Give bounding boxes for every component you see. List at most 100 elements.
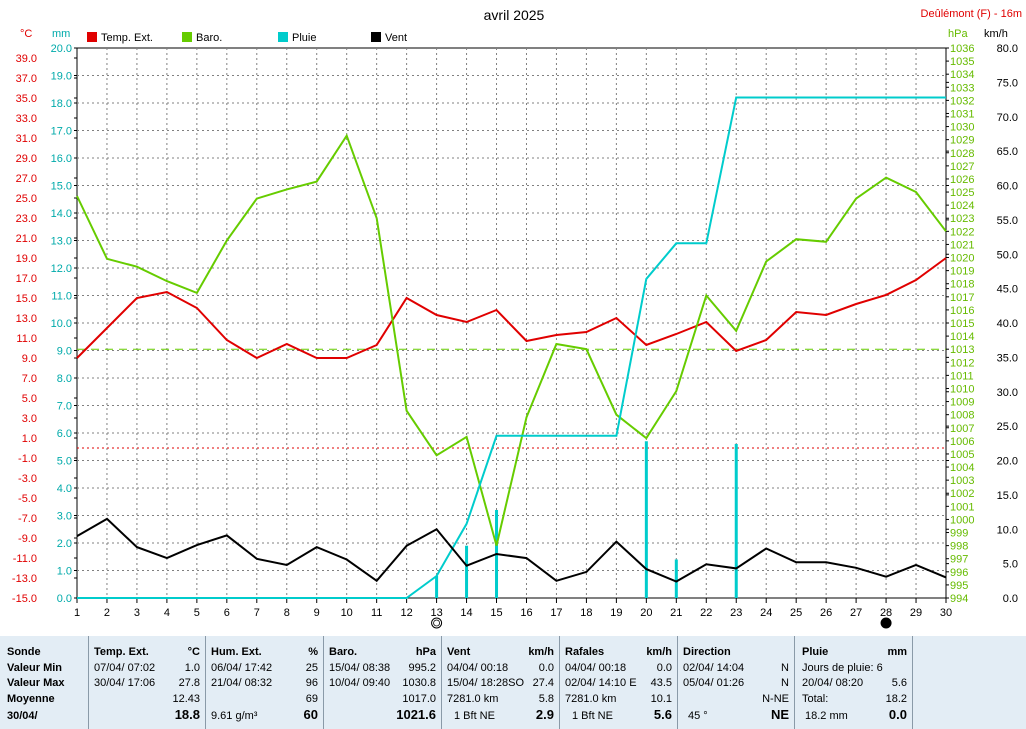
stats-unit-vent: km/h	[528, 646, 554, 658]
stats-cell-value: 995.2	[408, 662, 436, 674]
stats-cell-date: 10/04/ 09:40	[329, 677, 391, 689]
stats-panel: Sonde Valeur Min Valeur Max Moyenne 30/0…	[0, 636, 1026, 729]
baro-tick-label: 1021	[950, 239, 974, 251]
stats-cell-abs-humidity: 9.61 g/m³	[211, 710, 258, 722]
stats-header-direction: Direction	[683, 646, 731, 658]
baro-tick-label: 1036	[950, 43, 974, 55]
temp-tick-label: 29.0	[16, 153, 37, 165]
baro-tick-label: 1003	[950, 475, 974, 487]
legend: Temp. Ext. Baro. Pluie Vent	[87, 32, 407, 44]
full-moon-icon	[431, 617, 443, 629]
x-tick-label: 3	[134, 607, 140, 619]
stats-cell-distance: 7281.0 km	[447, 693, 499, 705]
baro-tick-label: 1013	[950, 344, 974, 356]
stats-cell-current: 60	[303, 707, 318, 722]
stats-cell-value: N-NE	[762, 693, 789, 705]
baro-tick-label: 1024	[950, 200, 974, 212]
rain-bar	[734, 444, 738, 598]
stats-cell-date: 06/04/ 17:42	[211, 662, 273, 674]
temp-tick-label: 23.0	[16, 213, 37, 225]
wind-tick-label: 65.0	[997, 146, 1018, 158]
temp-tick-label: 19.0	[16, 253, 37, 265]
wind-tick-label: 40.0	[997, 318, 1018, 330]
full-moon-inner	[433, 619, 440, 627]
temp-tick-label: 33.0	[16, 113, 37, 125]
x-tick-label: 14	[460, 607, 472, 619]
temp-tick-label: 1.0	[22, 433, 37, 445]
stats-cell-value: N	[781, 662, 789, 674]
baro-tick-label: 1011	[950, 370, 974, 382]
legend-swatch-wind	[371, 32, 381, 42]
legend-label-wind: Vent	[385, 32, 407, 44]
temp-axis: 39.0 37.0 35.0 33.0 31.0 29.0 27.0 25.0 23.0 21.0…	[12, 53, 77, 605]
x-axis: 1 2 3 4 5 6 7 8 9 10 11 12 13 14 15 16 17 18 19 20 21 22 23 24 2…	[74, 598, 952, 619]
wind-tick-label: 50.0	[997, 249, 1018, 261]
stats-cell-value: 0.0	[656, 662, 672, 674]
stats-cell-current: 0.0	[888, 707, 907, 722]
series-lines	[76, 96, 947, 599]
stats-total-label: Total:	[802, 693, 829, 705]
baro-tick-label: 1022	[950, 226, 974, 238]
wind-tick-label: 70.0	[997, 112, 1018, 124]
baro-tick-label: 1033	[950, 82, 974, 94]
temp-tick-label: -13.0	[12, 573, 37, 585]
x-tick-label: 9	[314, 607, 320, 619]
baro-tick-label: 994	[950, 593, 968, 605]
temp-tick-label: 21.0	[16, 233, 37, 245]
baro-tick-label: 1028	[950, 148, 974, 160]
stats-col-direction: Direction 02/04/ 14:04 N 05/04/ 01:26 N …	[677, 636, 795, 729]
x-tick-label: 28	[880, 607, 892, 619]
baro-tick-label: 1019	[950, 266, 974, 278]
x-tick-label: 27	[850, 607, 862, 619]
stats-header-temp: Temp. Ext.	[94, 646, 149, 658]
rain-tick-label: 12.0	[51, 263, 72, 275]
baro-tick-label: 1000	[950, 514, 974, 526]
stats-cell-value: 5.6	[891, 677, 907, 689]
baro-tick-label: 995	[950, 580, 968, 592]
stats-col-rafales: Rafales km/h 04/04/ 00:18 0.0 02/04/ 14:…	[559, 636, 678, 729]
baro-tick-label: 1025	[950, 187, 974, 199]
x-tick-label: 12	[400, 607, 412, 619]
stats-cell-value: 10.1	[650, 693, 672, 705]
series-line-temp	[76, 257, 947, 360]
baro-tick-label: 1018	[950, 279, 974, 291]
x-tick-label: 13	[430, 607, 442, 619]
stats-row-label: Valeur Min	[7, 662, 63, 674]
wind-tick-label: 0.0	[1003, 593, 1018, 605]
stats-header-rafales: Rafales	[565, 646, 605, 658]
legend-swatch-rain	[278, 32, 288, 42]
temp-tick-label: -9.0	[18, 533, 37, 545]
baro-tick-label: 1026	[950, 174, 974, 186]
rain-tick-label: 9.0	[57, 346, 72, 358]
temp-unit-label: °C	[20, 28, 32, 40]
stats-total-mm: 18.2 mm	[805, 710, 848, 722]
rain-tick-label: 8.0	[57, 373, 72, 385]
stats-col-vent: Vent km/h 04/04/ 00:18 0.0 15/04/ 18:28S…	[441, 636, 560, 729]
stats-col-baro: Baro. hPa 15/04/ 08:38 995.2 10/04/ 09:4…	[323, 636, 442, 729]
wind-tick-label: 35.0	[997, 352, 1018, 364]
stats-cell-date: 30/04/ 17:06	[94, 677, 156, 689]
rain-bar	[465, 545, 469, 598]
baro-tick-label: 1009	[950, 397, 974, 409]
wind-tick-label: 60.0	[997, 181, 1018, 193]
temp-tick-label: 7.0	[22, 373, 37, 385]
rain-tick-label: 17.0	[51, 126, 72, 138]
stats-header-baro: Baro.	[329, 646, 358, 658]
stats-unit-rafales: km/h	[646, 646, 672, 658]
temp-tick-label: -1.0	[18, 453, 37, 465]
wind-axis: 80.0 75.0 70.0 65.0 60.0 55.0 50.0 45.0 40.0 35.0…	[946, 43, 1018, 605]
rain-bar	[674, 559, 678, 598]
temp-tick-label: 5.0	[22, 393, 37, 405]
baro-tick-label: 1016	[950, 305, 974, 317]
stats-col-empty	[912, 636, 1026, 729]
temp-tick-label: 15.0	[16, 293, 37, 305]
stats-col-pluie: Pluie mm Jours de pluie: 6 20/04/ 08:20 …	[794, 636, 913, 729]
stats-cell-current: 5.6	[653, 707, 672, 722]
baro-tick-label: 1002	[950, 488, 974, 500]
series-line-wind	[76, 517, 947, 583]
wind-tick-label: 10.0	[997, 524, 1018, 536]
stats-cell-date: 05/04/ 01:26	[683, 677, 745, 689]
stats-cell-value: 18.2	[885, 693, 907, 705]
wind-tick-label: 55.0	[997, 215, 1018, 227]
stats-cell-value: 1017.0	[402, 693, 436, 705]
